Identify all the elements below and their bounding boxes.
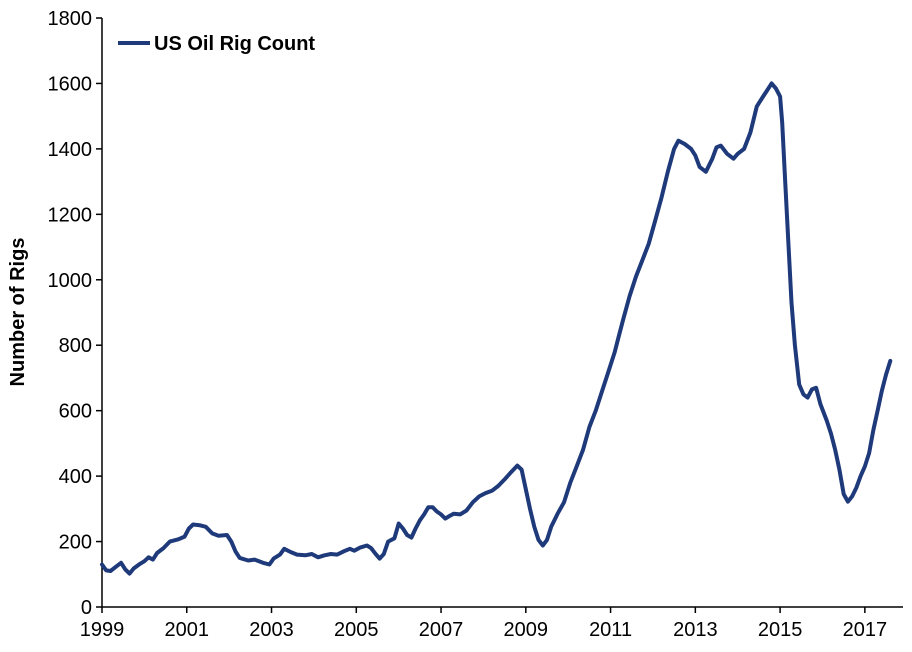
- y-tick-label: 1000: [48, 270, 93, 292]
- x-tick-label: 1999: [80, 619, 125, 641]
- x-tick-label: 2001: [165, 619, 210, 641]
- series-line-us-oil-rig-count: [100, 81, 893, 576]
- y-axis-title: Number of Rigs: [7, 238, 29, 387]
- axes: [101, 18, 903, 608]
- x-tick-label: 2011: [589, 619, 632, 641]
- y-tick-label: 400: [59, 466, 92, 488]
- y-tick-label: 1200: [48, 204, 93, 226]
- x-tick-label: 2017: [843, 619, 888, 641]
- y-tick-label: 800: [59, 335, 92, 357]
- y-tick-label: 1400: [48, 139, 93, 161]
- y-tick-label: 200: [59, 532, 92, 554]
- x-tick-label: 2003: [249, 619, 294, 641]
- x-tick-label: 2007: [419, 619, 464, 641]
- x-tick-label: 2015: [758, 619, 803, 641]
- y-tick-label: 1600: [48, 73, 93, 95]
- x-tick-label: 2005: [334, 619, 379, 641]
- y-tick-label: 600: [59, 401, 92, 423]
- y-tick-label: 1800: [48, 8, 93, 30]
- x-tick-label: 2009: [504, 619, 549, 641]
- x-axis-ticks: 1999 2001 2003 2005 2007 2009 2011 2013 2015 2017: [80, 607, 887, 641]
- y-tick-label: 0: [81, 597, 92, 619]
- legend: US Oil Rig Count: [118, 33, 315, 55]
- legend-label-us-oil-rig-count: US Oil Rig Count: [154, 33, 315, 55]
- series-layer: [100, 81, 893, 576]
- x-tick-label: 2013: [673, 619, 718, 641]
- y-axis-ticks: 0 200 400 600 800 1000 1200 1400 1600 1800: [48, 8, 102, 619]
